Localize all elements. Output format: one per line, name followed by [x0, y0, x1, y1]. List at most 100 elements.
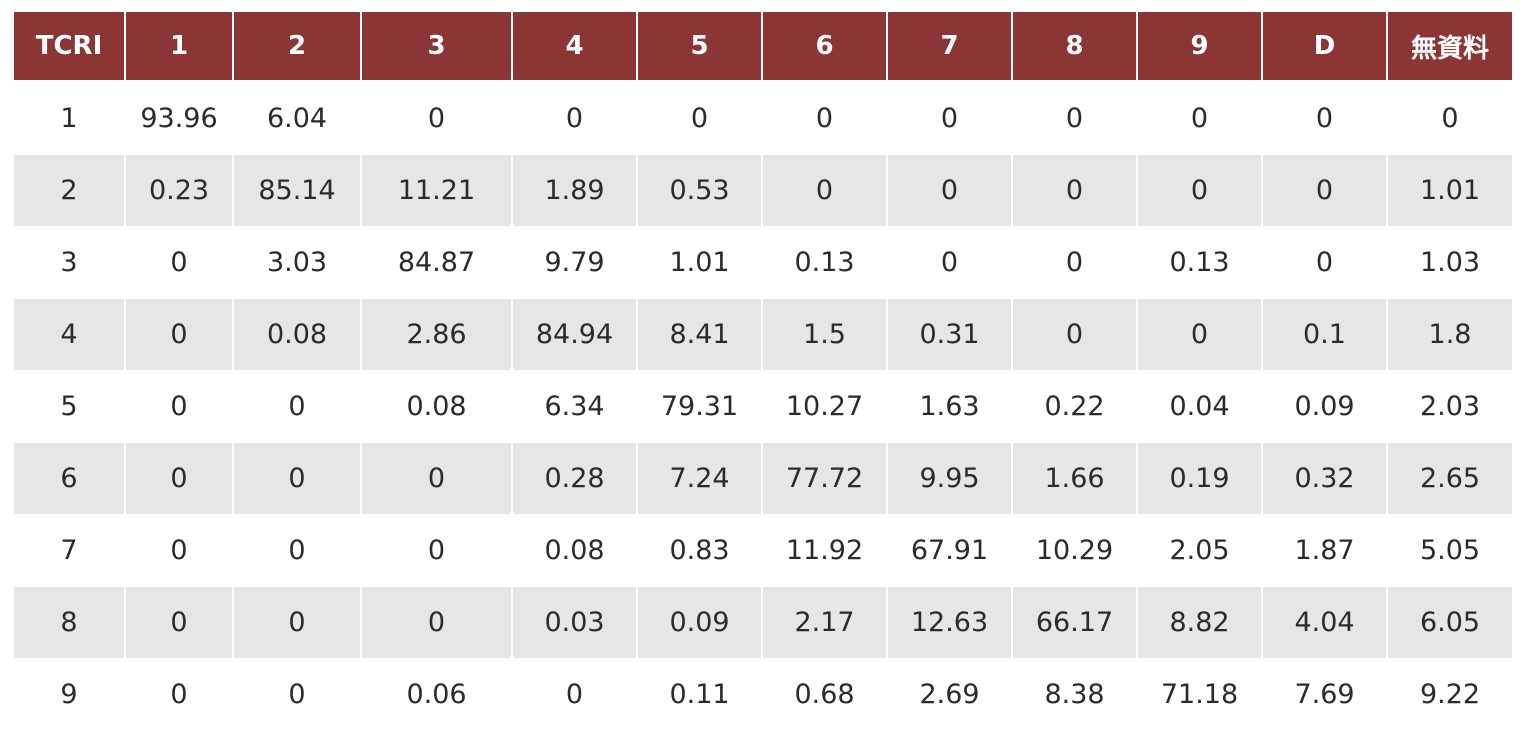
table-cell: 0.06: [360, 658, 513, 730]
table-row: 4 0 0.08 2.86 84.94 8.41 1.5 0.31 0 0 0.1 1.8: [12, 298, 1514, 371]
table-cell: 0: [124, 442, 234, 515]
table-cell: 0.83: [636, 514, 763, 587]
table-cell: 10.29: [1011, 514, 1138, 587]
header-cell: 5: [636, 12, 763, 83]
table-cell: 7.24: [636, 442, 763, 515]
row-label-cell: 8: [12, 586, 126, 659]
table-cell: 0.13: [1136, 226, 1263, 299]
table-cell: 8.38: [1011, 658, 1138, 730]
table-cell: 1.63: [886, 370, 1013, 443]
table-row: 6 0 0 0 0.28 7.24 77.72 9.95 1.66 0.19 0.32 2.65: [12, 442, 1514, 515]
table-cell: 0.1: [1261, 298, 1388, 371]
table-cell: 0: [1136, 298, 1263, 371]
table-cell: 5.05: [1386, 514, 1514, 587]
table-cell: 0: [360, 81, 513, 155]
table-cell: 0: [360, 442, 513, 515]
table-cell: 77.72: [761, 442, 888, 515]
header-cell: 7: [886, 12, 1013, 83]
table-cell: 66.17: [1011, 586, 1138, 659]
table-cell: 0.08: [360, 370, 513, 443]
table-cell: 0: [1261, 81, 1388, 155]
table-cell: 0: [124, 298, 234, 371]
table-cell: 84.94: [511, 298, 638, 371]
table-cell: 1.87: [1261, 514, 1388, 587]
table-cell: 0.13: [761, 226, 888, 299]
table-cell: 11.21: [360, 154, 513, 227]
table-cell: 1.03: [1386, 226, 1514, 299]
header-cell: 無資料: [1386, 12, 1514, 83]
table-cell: 0: [1011, 154, 1138, 227]
table-cell: 0: [761, 81, 888, 155]
table-cell: 6.34: [511, 370, 638, 443]
table-header: TCRI 1 2 3 4 5 6 7 8 9 D 無資料: [12, 12, 1514, 83]
table-cell: 84.87: [360, 226, 513, 299]
table-cell: 8.41: [636, 298, 763, 371]
header-cell: 8: [1011, 12, 1138, 83]
table-cell: 0.11: [636, 658, 763, 730]
table-cell: 0: [124, 370, 234, 443]
table-cell: 0: [1136, 81, 1263, 155]
table-cell: 0.19: [1136, 442, 1263, 515]
table-cell: 0: [360, 514, 513, 587]
table-cell: 1.5: [761, 298, 888, 371]
row-label-cell: 5: [12, 370, 126, 443]
table-cell: 0.31: [886, 298, 1013, 371]
table-cell: 93.96: [124, 81, 234, 155]
table-row: 3 0 3.03 84.87 9.79 1.01 0.13 0 0 0.13 0 1.03: [12, 226, 1514, 299]
table-cell: 0.23: [124, 154, 234, 227]
table-row: 9 0 0 0.06 0 0.11 0.68 2.69 8.38 71.18 7.69 9.22: [12, 658, 1514, 730]
table-cell: 0.68: [761, 658, 888, 730]
table-cell: 6.04: [232, 81, 362, 155]
tcri-transition-table: TCRI 1 2 3 4 5 6 7 8 9 D 無資料 1 93.96 6.04 0 0 0 0 0 0 0 0 0 2 0.…: [12, 12, 1514, 730]
table-cell: 1.01: [636, 226, 763, 299]
table-cell: 0.32: [1261, 442, 1388, 515]
table-cell: 71.18: [1136, 658, 1263, 730]
table-cell: 12.63: [886, 586, 1013, 659]
header-cell: 6: [761, 12, 888, 83]
table-cell: 67.91: [886, 514, 1013, 587]
table-cell: 0: [1011, 298, 1138, 371]
table-cell: 0: [232, 370, 362, 443]
table-cell: 0: [636, 81, 763, 155]
table-row: 1 93.96 6.04 0 0 0 0 0 0 0 0 0: [12, 81, 1514, 155]
table-cell: 0: [124, 658, 234, 730]
header-row: TCRI 1 2 3 4 5 6 7 8 9 D 無資料: [12, 12, 1514, 83]
table-cell: 0.04: [1136, 370, 1263, 443]
table-cell: 1.01: [1386, 154, 1514, 227]
row-label-cell: 1: [12, 81, 126, 155]
header-cell: 1: [124, 12, 234, 83]
header-cell: D: [1261, 12, 1388, 83]
table-cell: 3.03: [232, 226, 362, 299]
table-cell: 0: [232, 586, 362, 659]
table-body: 1 93.96 6.04 0 0 0 0 0 0 0 0 0 2 0.23 85.14 11.21 1.89 0.…: [12, 81, 1514, 730]
table-cell: 9.95: [886, 442, 1013, 515]
table-row: 7 0 0 0 0.08 0.83 11.92 67.91 10.29 2.05 1.87 5.05: [12, 514, 1514, 587]
table-cell: 79.31: [636, 370, 763, 443]
row-label-cell: 9: [12, 658, 126, 730]
table-cell: 10.27: [761, 370, 888, 443]
table-row: 5 0 0 0.08 6.34 79.31 10.27 1.63 0.22 0.04 0.09 2.0…: [12, 370, 1514, 443]
table-cell: 0: [511, 81, 638, 155]
table-row: 8 0 0 0 0.03 0.09 2.17 12.63 66.17 8.82 4.04 6.05: [12, 586, 1514, 659]
table-row: 2 0.23 85.14 11.21 1.89 0.53 0 0 0 0 0 1.01: [12, 154, 1514, 227]
table-cell: 9.22: [1386, 658, 1514, 730]
table-cell: 0: [886, 81, 1013, 155]
header-cell: 3: [360, 12, 513, 83]
table-cell: 0: [1136, 154, 1263, 227]
row-label-cell: 6: [12, 442, 126, 515]
table-cell: 4.04: [1261, 586, 1388, 659]
table-cell: 0: [124, 226, 234, 299]
table-cell: 2.05: [1136, 514, 1263, 587]
header-cell-row-label: TCRI: [12, 12, 126, 83]
table-cell: 0: [1386, 81, 1514, 155]
table-cell: 1.8: [1386, 298, 1514, 371]
table-cell: 0: [1261, 154, 1388, 227]
table-cell: 2.03: [1386, 370, 1514, 443]
table-cell: 0: [1261, 226, 1388, 299]
table-cell: 2.65: [1386, 442, 1514, 515]
header-cell: 2: [232, 12, 362, 83]
table-cell: 0: [1011, 81, 1138, 155]
table-cell: 2.86: [360, 298, 513, 371]
table-cell: 0: [232, 442, 362, 515]
table-cell: 0: [124, 514, 234, 587]
